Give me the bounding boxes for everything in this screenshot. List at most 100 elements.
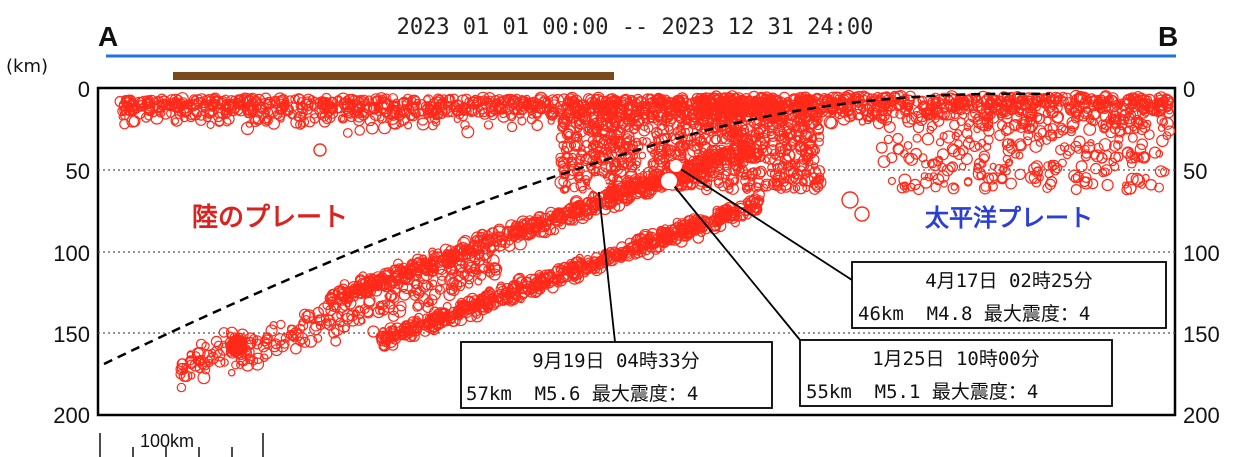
hypocenter-marker xyxy=(1047,159,1056,168)
hypocenter-marker xyxy=(124,105,135,116)
hypocenter-marker xyxy=(312,306,324,319)
hypocenter-marker xyxy=(612,158,621,167)
hypocenter-marker xyxy=(587,155,599,167)
hypocenter-marker xyxy=(443,94,455,106)
hypocenter-marker xyxy=(1075,160,1088,173)
hypocenter-marker xyxy=(605,106,619,120)
hypocenter-marker xyxy=(1110,162,1120,172)
hypocenter-marker xyxy=(325,304,337,316)
hypocenter-marker xyxy=(1126,158,1137,169)
hypocenter-marker xyxy=(989,162,997,170)
hypocenter-marker xyxy=(1009,119,1021,131)
hypocenter-marker xyxy=(877,114,888,124)
hypocenter-marker xyxy=(892,143,905,155)
hypocenter-marker xyxy=(299,308,311,321)
tick-right-0: 0 xyxy=(1183,77,1195,102)
hypocenter-marker xyxy=(1090,162,1102,175)
depth-ticks-right: 0 50 100 150 200 xyxy=(1183,77,1220,428)
hypocenter-marker xyxy=(588,102,601,114)
hypocenter-marker xyxy=(1054,128,1064,139)
hypocenter-marker xyxy=(904,101,913,110)
hypocenter-marker xyxy=(730,177,739,186)
hypocenter-marker xyxy=(178,370,190,382)
hypocenter-marker xyxy=(497,110,510,123)
hypocenter-marker xyxy=(428,288,441,301)
hypocenter-marker xyxy=(793,96,804,107)
hypocenter-marker xyxy=(811,97,824,110)
hypocenter-marker xyxy=(622,149,636,162)
hypocenter-marker xyxy=(1100,167,1110,177)
hypocenter-marker xyxy=(156,93,168,104)
hypocenter-marker xyxy=(730,144,739,152)
hypocenter-marker xyxy=(615,127,624,136)
hypocenter-marker xyxy=(632,114,646,127)
hypocenter-marker xyxy=(516,101,530,115)
hypocenter-marker xyxy=(672,95,683,106)
hypocenter-marker xyxy=(302,309,316,322)
hypocenter-marker xyxy=(197,371,211,385)
hypocenter-marker xyxy=(472,241,486,255)
hypocenter-marker xyxy=(588,111,600,123)
hypocenter-marker xyxy=(596,143,606,153)
hypocenter-marker xyxy=(145,95,154,104)
hypocenter-marker xyxy=(190,95,200,105)
hypocenter-marker xyxy=(585,161,595,171)
hypocenter-marker xyxy=(337,288,348,300)
hypocenter-marker xyxy=(288,109,298,119)
hypocenter-marker xyxy=(913,183,925,196)
hypocenter-marker xyxy=(385,289,398,302)
hypocenter-marker xyxy=(718,150,726,159)
hypocenter-marker xyxy=(318,115,331,128)
hypocenter-marker xyxy=(715,172,725,181)
hypocenter-marker xyxy=(259,336,270,347)
hypocenter-marker xyxy=(1059,142,1070,152)
hypocenter-marker xyxy=(623,177,635,190)
hypocenter-marker xyxy=(332,285,346,299)
hypocenter-marker xyxy=(657,123,670,136)
hypocenter-marker xyxy=(585,101,597,114)
hypocenter-marker xyxy=(1123,181,1137,195)
hypocenter-marker xyxy=(175,363,188,376)
hypocenter-marker xyxy=(676,124,685,132)
hypocenter-marker xyxy=(460,107,469,117)
hypocenter-marker xyxy=(1163,104,1172,113)
hypocenter-marker xyxy=(340,296,349,305)
hypocenter-marker xyxy=(440,94,449,103)
hypocenter-marker xyxy=(735,96,745,106)
hypocenter-marker xyxy=(310,109,320,119)
hypocenter-marker xyxy=(800,148,813,161)
hypocenter-marker xyxy=(457,236,471,250)
hypocenter-marker xyxy=(313,143,327,157)
hypocenter-marker xyxy=(301,310,315,324)
hypocenter-marker xyxy=(337,113,348,124)
hypocenter-marker xyxy=(262,110,270,118)
hypocenter-marker xyxy=(721,208,734,220)
hypocenter-marker xyxy=(512,93,522,103)
hypocenter-marker xyxy=(710,159,724,173)
hypocenter-marker xyxy=(631,120,642,131)
hypocenter-marker xyxy=(771,116,785,130)
hypocenter-marker xyxy=(568,266,582,279)
hypocenter-marker xyxy=(234,333,248,347)
hypocenter-marker xyxy=(675,126,685,137)
hypocenter-marker xyxy=(1073,92,1086,104)
hypocenter-marker xyxy=(1121,146,1135,159)
hypocenter-marker xyxy=(460,120,470,130)
hypocenter-marker xyxy=(1070,184,1082,196)
hypocenter-marker xyxy=(1056,122,1067,133)
hypocenter-marker xyxy=(1066,119,1079,132)
hypocenter-marker xyxy=(734,200,748,214)
hypocenter-marker xyxy=(647,110,660,124)
hypocenter-marker xyxy=(1162,94,1174,107)
hypocenter-marker xyxy=(575,200,585,210)
hypocenter-marker xyxy=(133,96,145,109)
hypocenter-marker xyxy=(903,140,913,150)
hypocenter-marker xyxy=(463,302,473,312)
distance-scale-bar xyxy=(99,433,264,457)
hypocenter-marker xyxy=(220,104,231,115)
hypocenter-marker xyxy=(775,107,785,117)
hypocenter-marker xyxy=(570,256,583,269)
hypocenter-marker xyxy=(779,177,789,187)
hypocenter-marker xyxy=(414,285,426,297)
hypocenter-marker xyxy=(210,345,223,358)
